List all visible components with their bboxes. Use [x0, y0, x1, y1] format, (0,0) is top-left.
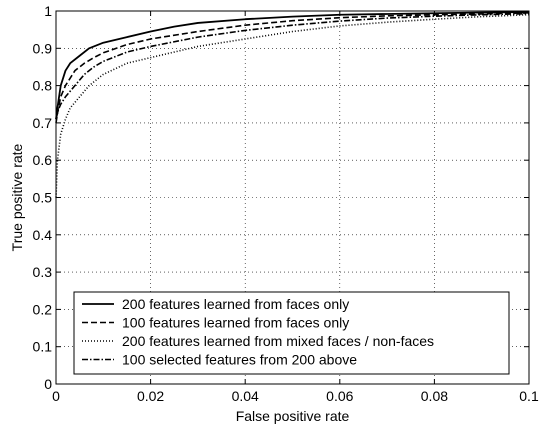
- y-tick-label: 0.9: [33, 40, 53, 56]
- y-tick-label: 0: [44, 376, 52, 392]
- legend-label: 200 features learned from mixed faces / …: [122, 333, 434, 349]
- legend-box: [73, 291, 510, 375]
- legend-label: 200 features learned from faces only: [122, 296, 349, 312]
- y-tick-label: 0.2: [33, 301, 53, 317]
- x-tick-label: 0.02: [137, 388, 164, 404]
- y-tick-label: 0.1: [33, 339, 53, 355]
- y-tick-label: 0.6: [33, 152, 53, 168]
- y-tick-label: 0.3: [33, 264, 53, 280]
- axis-ticks: [55, 10, 530, 385]
- y-tick-labels: 0 0.1 0.2 0.3 0.4 0.5 0.6 0.7 0.8 0.9 1: [33, 3, 53, 392]
- legend-label: 100 features learned from faces only: [122, 315, 349, 331]
- x-tick-label: 0: [52, 388, 60, 404]
- x-tick-labels: 0 0.02 0.04 0.06 0.08 0.1: [52, 388, 539, 404]
- series-line-4: [55, 12, 530, 120]
- y-tick-label: 0.7: [33, 115, 53, 131]
- y-tick-label: 0.5: [33, 190, 53, 206]
- y-tick-label: 0.4: [33, 227, 53, 243]
- x-tick-label: 0.1: [519, 388, 539, 404]
- x-axis-label: False positive rate: [236, 408, 350, 424]
- series-line-1: [55, 11, 530, 120]
- x-tick-label: 0.06: [326, 388, 353, 404]
- series-lines: [55, 11, 530, 198]
- legend: 200 features learned from faces only 100 …: [73, 291, 510, 375]
- x-tick-label: 0.08: [421, 388, 448, 404]
- series-line-2: [55, 12, 530, 124]
- y-tick-label: 1: [44, 3, 52, 19]
- legend-label: 100 selected features from 200 above: [122, 352, 357, 368]
- legend-items: 200 features learned from faces only 100 …: [82, 296, 434, 368]
- y-axis-label: True positive rate: [9, 143, 25, 251]
- y-tick-label: 0.8: [33, 78, 53, 94]
- x-tick-label: 0.04: [232, 388, 259, 404]
- series-line-3: [55, 13, 530, 198]
